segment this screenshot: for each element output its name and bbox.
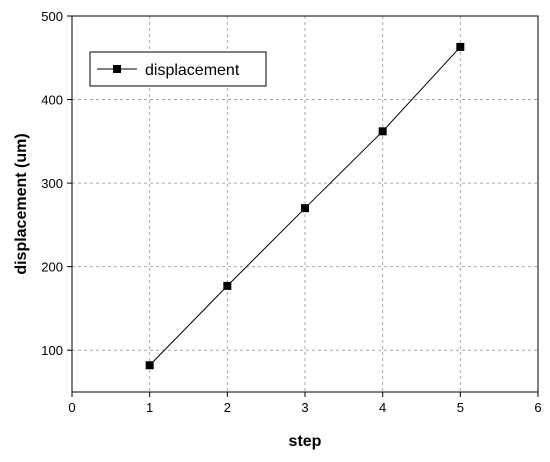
x-tick-label: 4 [379, 400, 386, 415]
x-tick-label: 1 [146, 400, 153, 415]
data-point-marker [145, 361, 154, 370]
y-tick-label: 200 [41, 260, 63, 275]
x-tick-label: 5 [457, 400, 464, 415]
y-tick-label: 400 [41, 93, 63, 108]
series-line-group [145, 42, 465, 370]
y-axis-title: displacement (um) [13, 133, 30, 274]
y-tick-label: 100 [41, 343, 63, 358]
data-point-marker [301, 204, 309, 213]
x-axis-title: step [289, 433, 322, 450]
data-point-marker [223, 281, 232, 290]
x-tick-label: 3 [301, 400, 308, 415]
legend-label: displacement [145, 62, 240, 79]
y-axis: 100 200 300 400 500 [41, 9, 72, 358]
x-tick-label: 2 [224, 400, 231, 415]
x-axis: 0 1 2 3 4 5 6 [68, 392, 542, 415]
legend: displacement [89, 51, 267, 87]
y-tick-label: 500 [41, 9, 63, 24]
y-tick-label: 300 [41, 176, 63, 191]
data-point-marker [378, 127, 387, 136]
data-point-marker [456, 42, 465, 51]
x-tick-label: 0 [68, 400, 75, 415]
x-tick-label: 6 [534, 400, 541, 415]
legend-marker-sample [113, 65, 121, 73]
